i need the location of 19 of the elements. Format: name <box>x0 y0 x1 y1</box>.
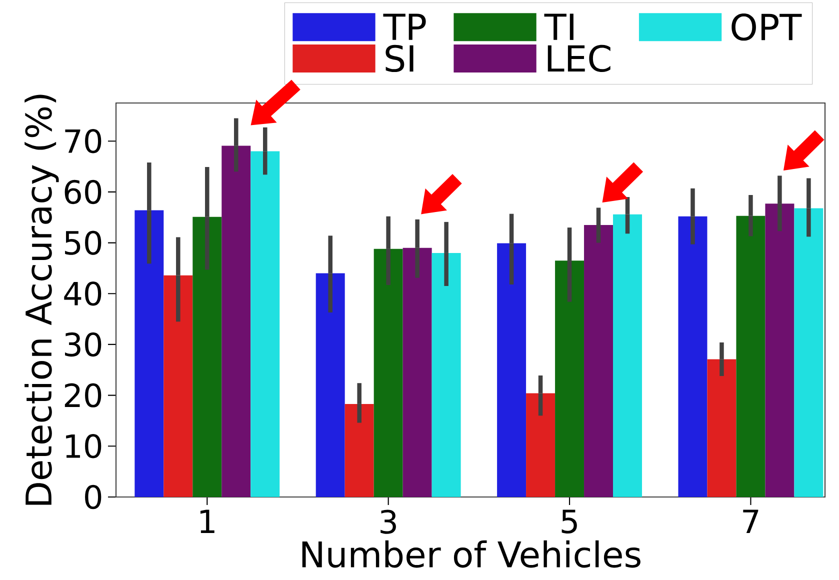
x-tick-label: 3 <box>380 510 396 534</box>
y-tick-label: 20 <box>64 383 102 408</box>
x-tick-label: 5 <box>562 510 577 534</box>
y-tick-label: 10 <box>66 434 102 458</box>
y-tick-label: 30 <box>65 332 102 357</box>
y-tick-label: 70 <box>65 129 102 154</box>
y-axis-title: Detection Accuracy (%) <box>24 94 59 505</box>
y-tick-label: 60 <box>64 180 102 204</box>
legend-label: LEC <box>548 44 610 72</box>
legend-label: TI <box>544 14 574 40</box>
y-tick-label: 50 <box>65 230 102 255</box>
x-axis-title: Number of Vehicles <box>302 540 640 568</box>
y-tick-label: 0 <box>85 484 102 510</box>
legend-label: OPT <box>732 13 802 41</box>
legend-label: TP <box>383 14 426 40</box>
y-tick-label: 40 <box>64 282 102 306</box>
legend-label: SI <box>386 44 414 72</box>
x-tick-label: 7 <box>743 510 758 534</box>
x-tick-label: 1 <box>200 510 214 534</box>
